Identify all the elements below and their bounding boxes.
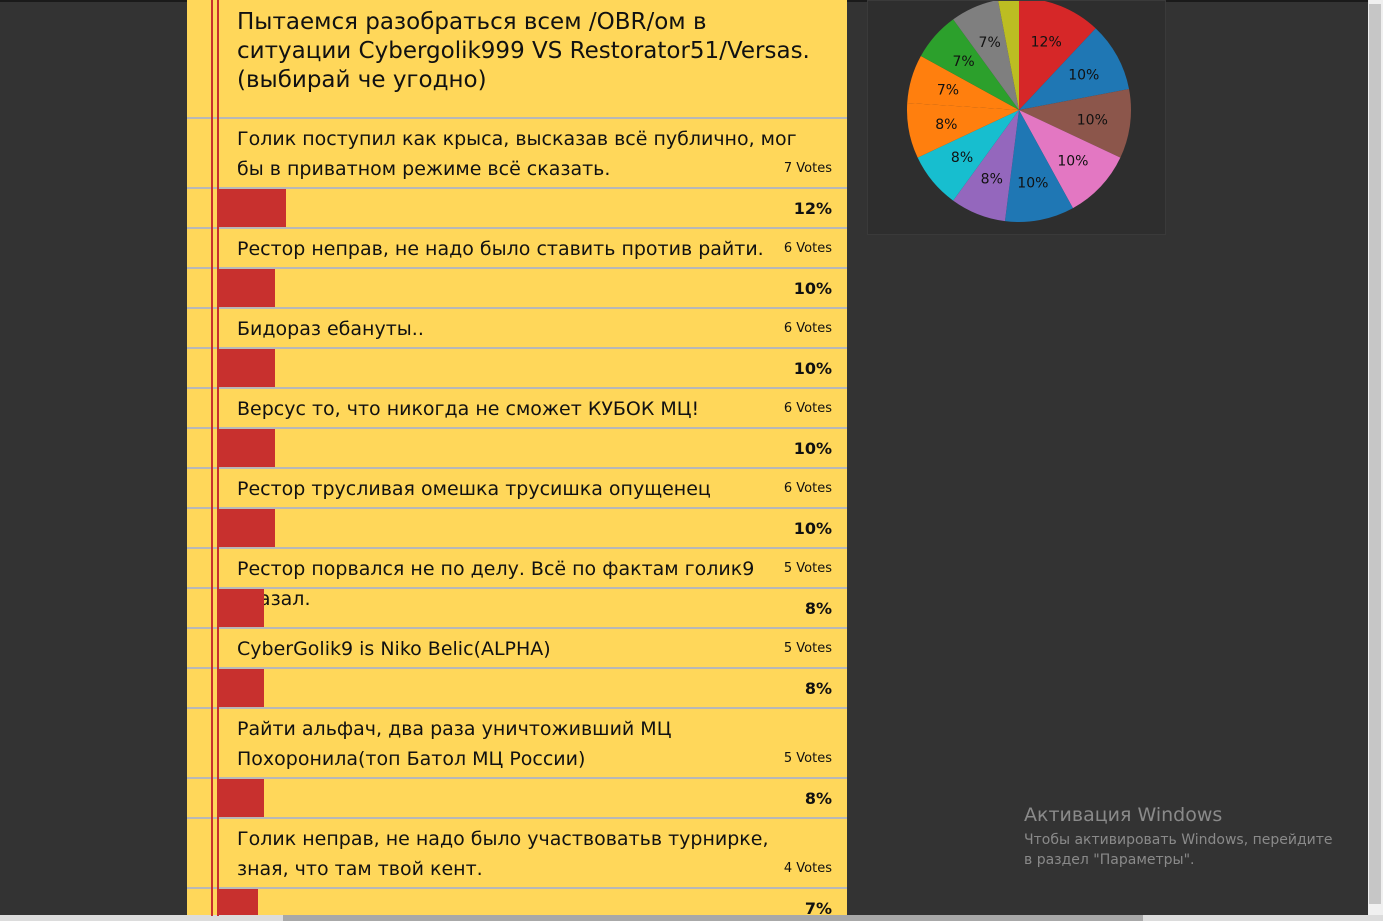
poll-result-bar bbox=[219, 779, 264, 817]
poll-result-row: 10% bbox=[187, 347, 847, 387]
poll-option[interactable]: Версус то, что никогда не сможет КУБОК М… bbox=[187, 387, 847, 427]
poll-result-bar bbox=[219, 889, 258, 916]
pie-slice-label: 7% bbox=[952, 54, 974, 70]
poll-result-bar bbox=[219, 509, 275, 547]
pie-slice bbox=[1004, 110, 1073, 223]
poll-result-percent: 10% bbox=[793, 359, 832, 378]
poll-option-text: Рестор неправ, не надо было ставить прот… bbox=[237, 238, 764, 260]
pie-slice bbox=[920, 19, 1019, 110]
pie-slice bbox=[907, 56, 1019, 110]
margin-line-left bbox=[211, 0, 213, 916]
pie-slice-label: 7% bbox=[979, 35, 1001, 51]
poll-result-percent: 12% bbox=[793, 199, 832, 218]
poll-result-percent: 7% bbox=[804, 899, 832, 916]
pie-slice-label: 8% bbox=[981, 172, 1003, 188]
pie-slice-label: 10% bbox=[1017, 176, 1048, 192]
poll-option-text: CyberGolik9 is Niko Belic(ALPHA) bbox=[237, 638, 551, 660]
poll-option-votes: 6 Votes bbox=[783, 241, 832, 256]
poll-result-bar bbox=[219, 429, 275, 467]
poll-result-percent: 8% bbox=[804, 789, 832, 808]
poll-result-row: 7% bbox=[187, 887, 847, 916]
poll-option-votes: 7 Votes bbox=[783, 161, 832, 176]
pie-slice bbox=[1019, 28, 1130, 110]
poll-option-text: Версус то, что никогда не сможет КУБОК М… bbox=[237, 398, 700, 420]
pie-chart: 12% 10% 10% 10% 10% 8% 8% 8% 7% 7% 7% bbox=[907, 0, 1131, 223]
poll-result-row: 10% bbox=[187, 427, 847, 467]
pie-slice bbox=[1019, 110, 1121, 209]
poll-result-percent: 10% bbox=[793, 279, 832, 298]
horizontal-scrollbar-thumb[interactable] bbox=[283, 915, 1143, 921]
pie-slice bbox=[953, 0, 1019, 110]
pie-slice bbox=[953, 110, 1019, 222]
poll-result-row: 8% bbox=[187, 587, 847, 627]
poll-result-row: 10% bbox=[187, 507, 847, 547]
poll-result-percent: 8% bbox=[804, 679, 832, 698]
poll-option-votes: 4 Votes bbox=[783, 861, 832, 876]
poll-option-votes: 5 Votes bbox=[783, 751, 832, 766]
pie-slice bbox=[1019, 89, 1131, 158]
poll-result-bar bbox=[219, 669, 264, 707]
poll-option-votes: 6 Votes bbox=[783, 481, 832, 496]
poll-option[interactable]: Голик поступил как крыса, высказав всё п… bbox=[187, 117, 847, 187]
poll-option[interactable]: Рестор трусливая омешка трусишка опущене… bbox=[187, 467, 847, 507]
activation-watermark-title: Активация Windows bbox=[1024, 804, 1223, 826]
pie-slice-label: 8% bbox=[951, 150, 973, 166]
poll-option-votes: 5 Votes bbox=[783, 641, 832, 656]
poll-result-row: 8% bbox=[187, 777, 847, 817]
poll-option[interactable]: Бидораз ебануты.. 6 Votes bbox=[187, 307, 847, 347]
poll-option[interactable]: Голик неправ, не надо было участвоватьв … bbox=[187, 817, 847, 887]
pie-slice bbox=[1019, 0, 1096, 110]
poll-result-percent: 10% bbox=[793, 519, 832, 538]
poll-result-percent: 8% bbox=[804, 599, 832, 618]
poll-option-text: Рестор трусливая омешка трусишка опущене… bbox=[237, 478, 711, 500]
pie-slice bbox=[998, 0, 1019, 110]
pie-slice-label: 10% bbox=[1068, 67, 1099, 83]
poll-option-votes: 6 Votes bbox=[783, 321, 832, 336]
poll-option-text: Голик поступил как крыса, высказав всё п… bbox=[237, 128, 797, 180]
poll-result-row: 8% bbox=[187, 667, 847, 707]
margin-line-right bbox=[217, 0, 219, 916]
poll-panel: Пытаемся разобраться всем /OBR/ом в ситу… bbox=[187, 0, 847, 916]
chart-panel: 12% 10% 10% 10% 10% 8% 8% 8% 7% 7% 7% bbox=[867, 0, 1166, 235]
pie-slice-label: 10% bbox=[1077, 112, 1108, 128]
vertical-scrollbar-thumb[interactable] bbox=[1369, 4, 1381, 904]
poll-result-percent: 10% bbox=[793, 439, 832, 458]
pie-slice-label: 10% bbox=[1057, 154, 1088, 170]
poll-option-text: Голик неправ, не надо было участвоватьв … bbox=[237, 828, 769, 880]
pie-slice bbox=[907, 102, 1019, 158]
poll-result-row: 12% bbox=[187, 187, 847, 227]
pie-slice-label: 7% bbox=[937, 82, 959, 98]
poll-option-votes: 6 Votes bbox=[783, 401, 832, 416]
activation-watermark-text: Чтобы активировать Windows, перейдите в … bbox=[1024, 832, 1333, 868]
poll-result-row: 10% bbox=[187, 267, 847, 307]
pie-slice-label: 12% bbox=[1031, 34, 1062, 50]
poll-option-votes: 5 Votes bbox=[783, 561, 832, 576]
poll-option[interactable]: CyberGolik9 is Niko Belic(ALPHA) 5 Votes bbox=[187, 627, 847, 667]
poll-option[interactable]: Рестор порвался не по делу. Всё по факта… bbox=[187, 547, 847, 610]
pie-slice bbox=[917, 110, 1019, 201]
poll-result-bar bbox=[219, 189, 286, 227]
poll-option-text: Бидораз ебануты.. bbox=[237, 318, 424, 340]
poll-result-bar bbox=[219, 589, 264, 627]
poll-result-bar bbox=[219, 349, 275, 387]
poll-title: Пытаемся разобраться всем /OBR/ом в ситу… bbox=[237, 9, 810, 93]
poll-option[interactable]: Рестор неправ, не надо было ставить прот… bbox=[187, 227, 847, 267]
poll-result-bar bbox=[219, 269, 275, 307]
poll-option[interactable]: Райти альфач, два раза уничтоживший МЦ П… bbox=[187, 707, 847, 777]
pie-slice-label: 8% bbox=[935, 117, 957, 133]
poll-option-text: Райти альфач, два раза уничтоживший МЦ П… bbox=[237, 718, 672, 770]
